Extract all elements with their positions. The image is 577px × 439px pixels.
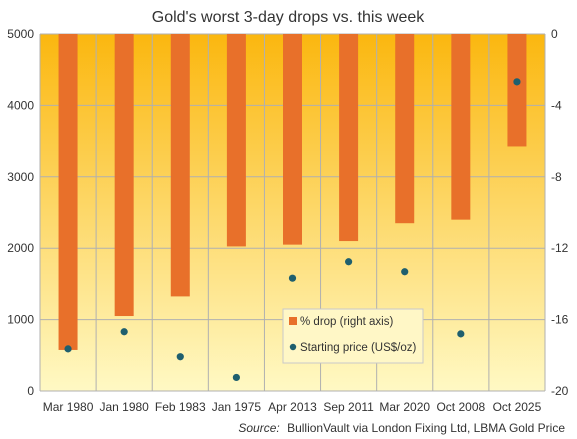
x-tick-label: Oct 2008	[436, 400, 485, 414]
right-tick-label: 0	[551, 27, 558, 41]
data-point	[401, 268, 409, 276]
data-point	[288, 274, 297, 282]
left-tick-label: 0	[27, 384, 34, 398]
data-point	[513, 78, 521, 86]
legend-bar-swatch	[289, 317, 297, 325]
x-tick-label: Sep 2011	[323, 400, 374, 414]
bar	[507, 34, 527, 147]
legend-label-price: Starting price (US$/oz)	[300, 342, 416, 354]
legend-point-swatch	[289, 343, 297, 351]
left-tick-label: 5000	[7, 27, 34, 41]
data-point	[120, 328, 128, 336]
bar	[283, 34, 302, 245]
data-point	[457, 330, 465, 338]
left-tick-label: 1000	[7, 313, 34, 327]
data-point	[64, 345, 72, 353]
left-tick-label: 4000	[7, 98, 34, 112]
bar	[170, 34, 190, 297]
x-axis: Mar 1980 Jan 1980 Feb 1983 Jan 1975 Apr 2013…	[43, 400, 542, 414]
x-tick-label: Jan 1980	[99, 400, 149, 414]
left-tick-label: 3000	[7, 170, 34, 184]
right-tick-label: -4	[551, 98, 562, 112]
legend: % drop (right axis) Starting price (US$/…	[282, 308, 424, 364]
bar	[451, 34, 471, 220]
bar-series	[58, 34, 527, 350]
bar	[395, 34, 415, 224]
right-axis: 0 -4 -8 -12 -16 -20	[551, 27, 569, 398]
right-tick-label: -20	[551, 384, 569, 398]
data-point	[232, 373, 240, 382]
data-point	[176, 353, 184, 361]
left-axis: 0 1000 2000 3000 4000 5000	[7, 27, 34, 398]
bar	[114, 34, 134, 317]
point-series	[64, 78, 521, 382]
source-text: BullionVault via London Fixing Ltd, LBMA…	[287, 421, 565, 435]
legend-label-drop: % drop (right axis)	[300, 316, 393, 328]
x-tick-label: Jan 1975	[212, 400, 262, 414]
data-point	[345, 258, 353, 266]
bar	[58, 34, 78, 350]
right-tick-label: -12	[551, 241, 569, 255]
x-tick-label: Mar 1980	[43, 400, 94, 414]
left-tick-label: 2000	[7, 241, 34, 255]
right-tick-label: -8	[551, 170, 562, 184]
x-tick-label: Apr 2013	[268, 400, 317, 414]
right-tick-label: -16	[551, 313, 569, 327]
legend-box	[282, 308, 424, 364]
bar	[339, 34, 359, 242]
source-line: Source: BullionVault via London Fixing L…	[238, 421, 565, 435]
bar	[226, 34, 246, 247]
x-tick-label: Oct 2025	[493, 400, 542, 414]
chart-title: Gold's worst 3-day drops vs. this week	[152, 9, 425, 26]
x-tick-label: Feb 1983	[155, 400, 206, 414]
source-label: Source:	[238, 421, 279, 435]
x-tick-label: Mar 2020	[379, 400, 430, 414]
